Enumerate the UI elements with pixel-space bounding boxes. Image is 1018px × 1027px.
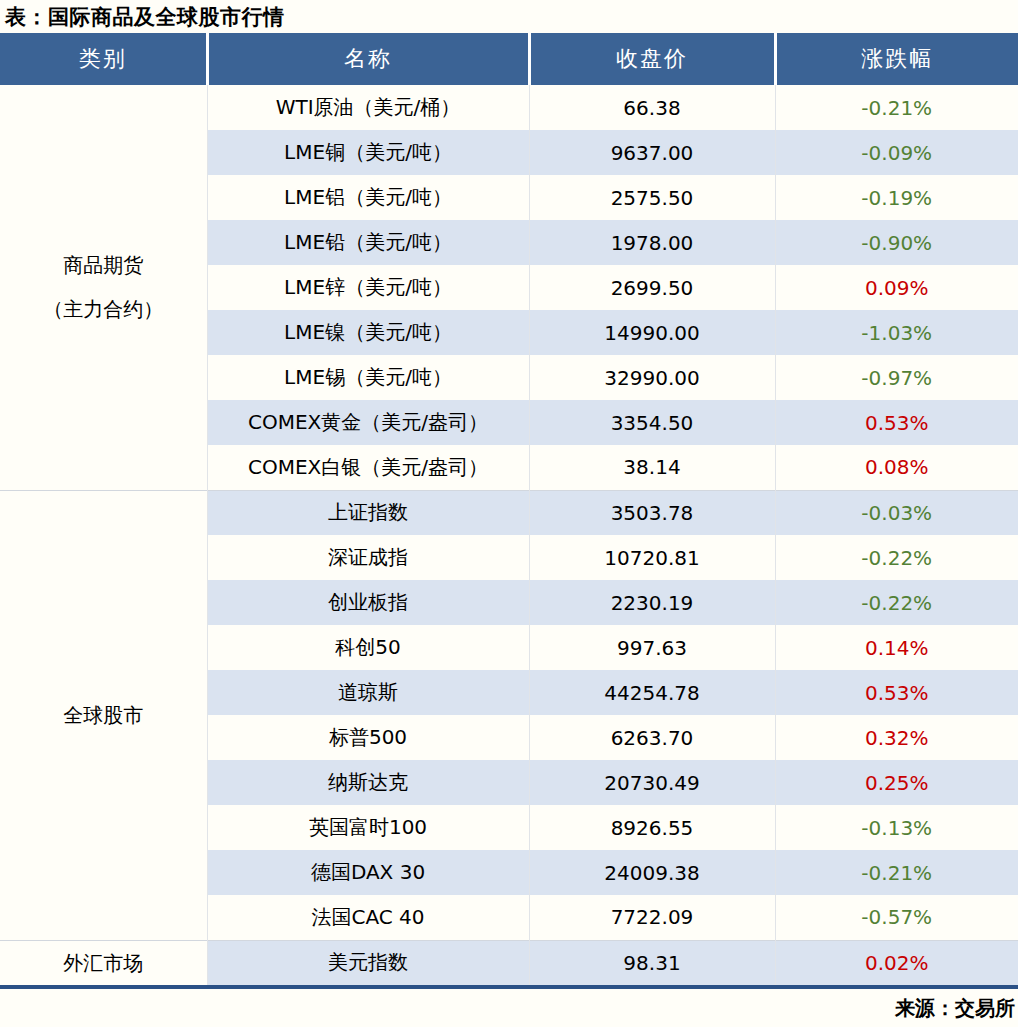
- close-cell: 1978.00: [529, 220, 775, 265]
- change-cell: -1.03%: [775, 310, 1018, 355]
- name-cell: 创业板指: [207, 580, 529, 625]
- change-cell: -0.03%: [775, 490, 1018, 535]
- close-cell: 10720.81: [529, 535, 775, 580]
- change-cell: 0.53%: [775, 670, 1018, 715]
- col-header-name: 名称: [207, 33, 529, 85]
- name-cell: 道琼斯: [207, 670, 529, 715]
- close-cell: 8926.55: [529, 805, 775, 850]
- col-header-close: 收盘价: [529, 33, 775, 85]
- change-cell: -0.57%: [775, 895, 1018, 940]
- col-header-change: 涨跌幅: [775, 33, 1018, 85]
- close-cell: 44254.78: [529, 670, 775, 715]
- change-cell: 0.53%: [775, 400, 1018, 445]
- close-cell: 3503.78: [529, 490, 775, 535]
- market-table: 类别 名称 收盘价 涨跌幅 商品期货 （主力合约）WTI原油（美元/桶）66.3…: [0, 33, 1018, 989]
- close-cell: 20730.49: [529, 760, 775, 805]
- change-cell: -0.22%: [775, 580, 1018, 625]
- name-cell: COMEX黄金（美元/盎司）: [207, 400, 529, 445]
- name-cell: 上证指数: [207, 490, 529, 535]
- name-cell: 德国DAX 30: [207, 850, 529, 895]
- close-cell: 98.31: [529, 940, 775, 987]
- close-cell: 997.63: [529, 625, 775, 670]
- name-cell: COMEX白银（美元/盎司）: [207, 445, 529, 490]
- name-cell: LME锡（美元/吨）: [207, 355, 529, 400]
- col-header-category: 类别: [0, 33, 207, 85]
- name-cell: LME锌（美元/吨）: [207, 265, 529, 310]
- close-cell: 3354.50: [529, 400, 775, 445]
- table-row: 商品期货 （主力合约）WTI原油（美元/桶）66.38-0.21%: [0, 85, 1018, 130]
- change-cell: -0.22%: [775, 535, 1018, 580]
- category-cell: 全球股市: [0, 490, 207, 940]
- close-cell: 9637.00: [529, 130, 775, 175]
- close-cell: 7722.09: [529, 895, 775, 940]
- change-cell: 0.08%: [775, 445, 1018, 490]
- name-cell: 英国富时100: [207, 805, 529, 850]
- name-cell: 深证成指: [207, 535, 529, 580]
- change-cell: -0.21%: [775, 850, 1018, 895]
- close-cell: 6263.70: [529, 715, 775, 760]
- name-cell: LME铜（美元/吨）: [207, 130, 529, 175]
- close-cell: 24009.38: [529, 850, 775, 895]
- close-cell: 14990.00: [529, 310, 775, 355]
- name-cell: WTI原油（美元/桶）: [207, 85, 529, 130]
- page-title: 表：国际商品及全球股市行情: [5, 3, 285, 31]
- name-cell: LME镍（美元/吨）: [207, 310, 529, 355]
- change-cell: 0.32%: [775, 715, 1018, 760]
- table-row: 全球股市上证指数3503.78-0.03%: [0, 490, 1018, 535]
- table-row: 外汇市场美元指数98.310.02%: [0, 940, 1018, 987]
- close-cell: 32990.00: [529, 355, 775, 400]
- close-cell: 66.38: [529, 85, 775, 130]
- category-cell: 外汇市场: [0, 940, 207, 987]
- change-cell: -0.97%: [775, 355, 1018, 400]
- name-cell: 法国CAC 40: [207, 895, 529, 940]
- change-cell: 0.02%: [775, 940, 1018, 987]
- name-cell: LME铝（美元/吨）: [207, 175, 529, 220]
- change-cell: -0.13%: [775, 805, 1018, 850]
- name-cell: 标普500: [207, 715, 529, 760]
- close-cell: 2230.19: [529, 580, 775, 625]
- close-cell: 2699.50: [529, 265, 775, 310]
- change-cell: -0.09%: [775, 130, 1018, 175]
- close-cell: 2575.50: [529, 175, 775, 220]
- header-row: 类别 名称 收盘价 涨跌幅: [0, 33, 1018, 85]
- change-cell: 0.14%: [775, 625, 1018, 670]
- category-cell: 商品期货 （主力合约）: [0, 85, 207, 490]
- change-cell: -0.21%: [775, 85, 1018, 130]
- name-cell: LME铅（美元/吨）: [207, 220, 529, 265]
- name-cell: 科创50: [207, 625, 529, 670]
- name-cell: 美元指数: [207, 940, 529, 987]
- change-cell: 0.09%: [775, 265, 1018, 310]
- change-cell: 0.25%: [775, 760, 1018, 805]
- change-cell: -0.19%: [775, 175, 1018, 220]
- name-cell: 纳斯达克: [207, 760, 529, 805]
- change-cell: -0.90%: [775, 220, 1018, 265]
- source-note: 来源：交易所: [895, 995, 1015, 1022]
- close-cell: 38.14: [529, 445, 775, 490]
